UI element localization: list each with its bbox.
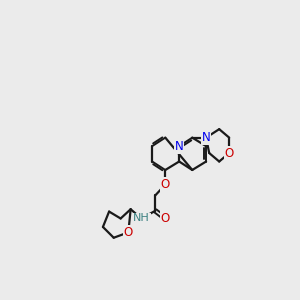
Text: N: N [175, 140, 184, 153]
Text: O: O [124, 226, 133, 239]
Text: NH: NH [133, 214, 150, 224]
Text: O: O [161, 212, 170, 225]
Text: O: O [161, 178, 170, 191]
Text: O: O [225, 146, 234, 160]
Text: N: N [202, 131, 211, 144]
